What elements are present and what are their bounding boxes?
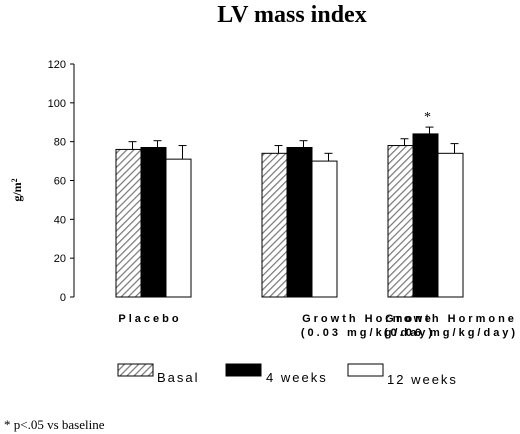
legend-swatch xyxy=(347,363,384,377)
y-tick-label: 120 xyxy=(48,59,66,71)
legend-swatch xyxy=(117,363,154,377)
chart-title: LV mass index xyxy=(217,2,366,28)
bar xyxy=(165,158,192,298)
category-sublabel: (0.03 mg/kg/day) xyxy=(301,327,435,339)
bar xyxy=(261,152,288,298)
legend-swatch xyxy=(225,363,262,377)
bars: * xyxy=(115,110,464,298)
bar xyxy=(115,148,142,298)
category-sublabel: (0.06 mg/kg/day) xyxy=(384,327,518,339)
y-tick-label: 0 xyxy=(60,292,66,304)
y-tick-label: 40 xyxy=(54,214,66,226)
y-axis: 0 20 40 60 80 100 120 xyxy=(48,59,75,304)
bar xyxy=(437,152,464,298)
y-axis-label-text: g/m xyxy=(10,182,24,201)
y-tick-label: 100 xyxy=(48,98,66,110)
legend-label: 12 weeks xyxy=(387,372,458,387)
significance-marker: * xyxy=(424,110,431,125)
bar xyxy=(286,146,313,298)
category-label: Growth Hormone xyxy=(385,313,517,325)
bar xyxy=(412,133,439,298)
y-tick-label: 80 xyxy=(54,137,66,149)
y-axis-label: g/m2 xyxy=(10,178,25,201)
category-label: Growth Hormone xyxy=(302,313,434,325)
category-labels: Placebo Growth Hormone (0.03 mg/kg/day) Gro… xyxy=(118,313,518,339)
legend-label: Basal xyxy=(157,370,200,385)
legend-label: 4 weeks xyxy=(266,370,328,385)
y-tick-label: 20 xyxy=(54,253,66,265)
legend: Basal 4 weeks 12 weeks xyxy=(117,363,458,387)
category-label: Placebo xyxy=(118,313,181,325)
bar xyxy=(140,146,167,298)
bar xyxy=(311,160,338,298)
y-axis-label-superscript: 2 xyxy=(10,178,19,182)
bar xyxy=(387,145,414,298)
y-tick-label: 60 xyxy=(54,176,66,188)
footnote: * p<.05 vs baseline xyxy=(4,417,105,432)
